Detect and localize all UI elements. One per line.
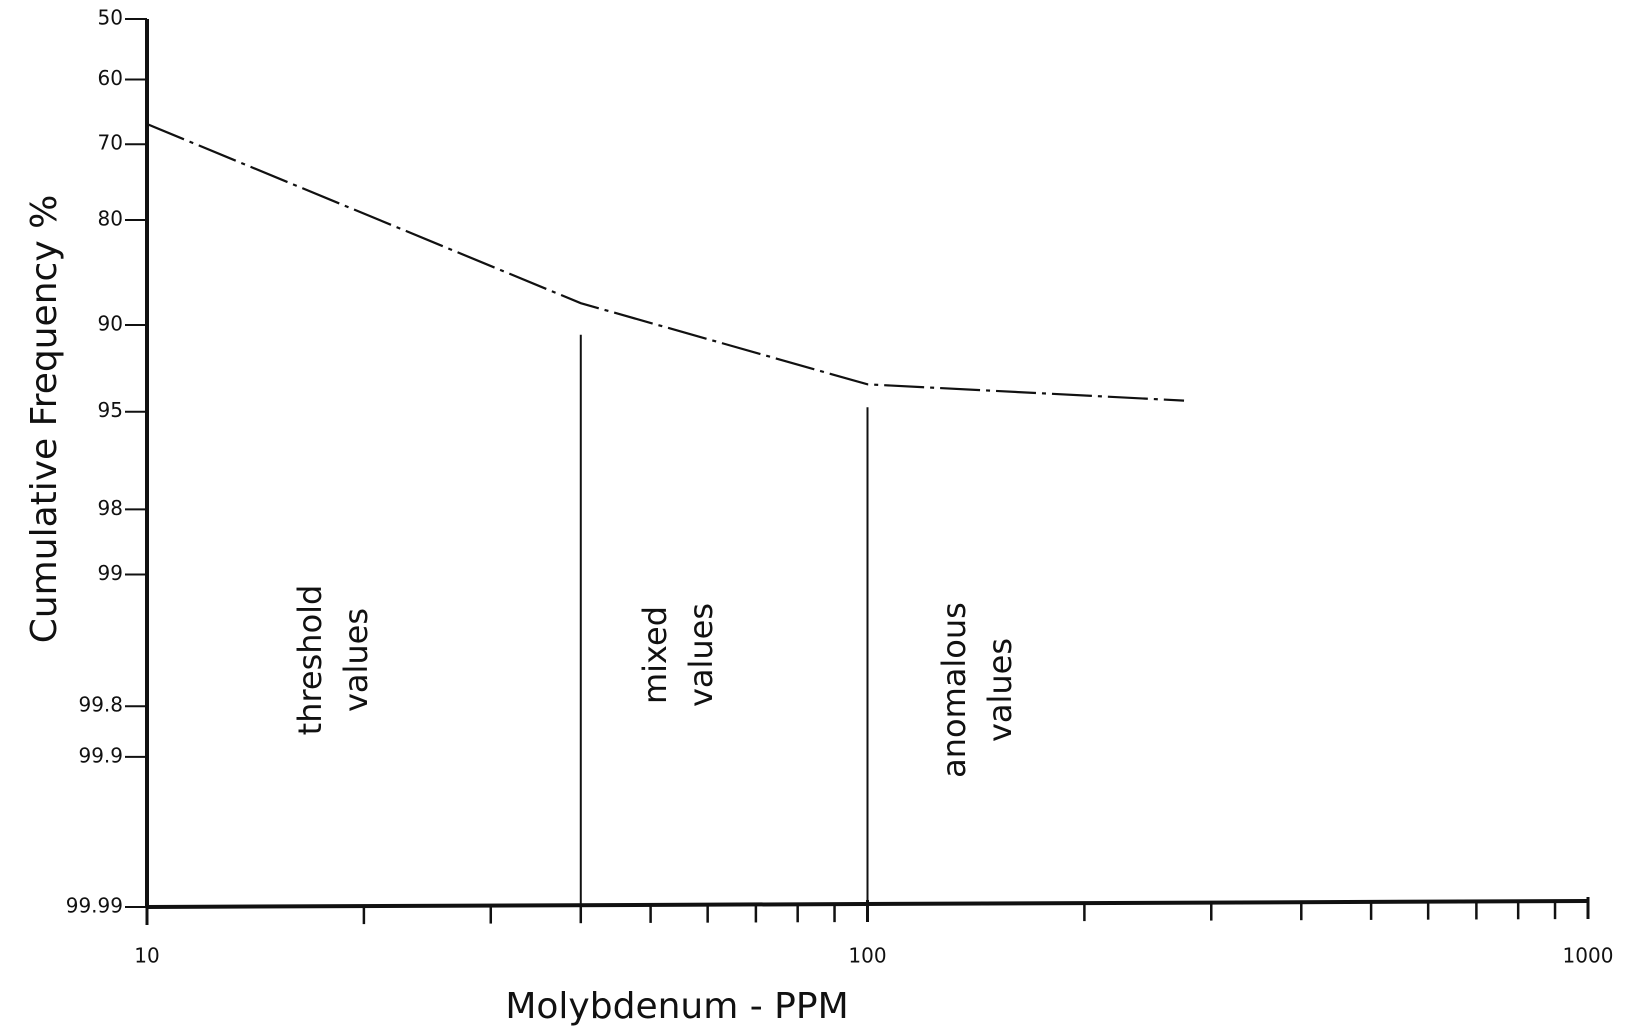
y-tick-label: 99 <box>98 561 123 585</box>
region-label: values <box>981 638 1019 742</box>
region-label: values <box>337 608 375 712</box>
data-line <box>146 123 1185 402</box>
y-tick-label: 99.9 <box>78 743 123 767</box>
x-axis-title: Molybdenum - PPM <box>505 986 848 1027</box>
y-tick-label: 99.8 <box>78 693 123 717</box>
region-label: anomalous <box>935 602 973 778</box>
y-tick-label: 99.99 <box>66 894 123 918</box>
y-axis-title: Cumulative Frequency % <box>24 195 65 644</box>
y-tick-label: 90 <box>98 311 123 335</box>
region-label: threshold <box>291 585 329 736</box>
y-tick-label: 98 <box>98 496 123 520</box>
region-label: mixed <box>636 606 674 704</box>
y-tick-label: 70 <box>98 131 123 155</box>
x-tick-label: 10 <box>134 944 159 968</box>
y-tick-label: 95 <box>98 398 123 422</box>
y-tick-label: 60 <box>98 66 123 90</box>
y-tick-label: 50 <box>98 6 123 30</box>
y-tick-label: 80 <box>98 206 123 230</box>
region-label: values <box>682 603 720 707</box>
x-tick-label: 1000 <box>1563 944 1614 968</box>
x-tick-label: 100 <box>848 944 886 968</box>
